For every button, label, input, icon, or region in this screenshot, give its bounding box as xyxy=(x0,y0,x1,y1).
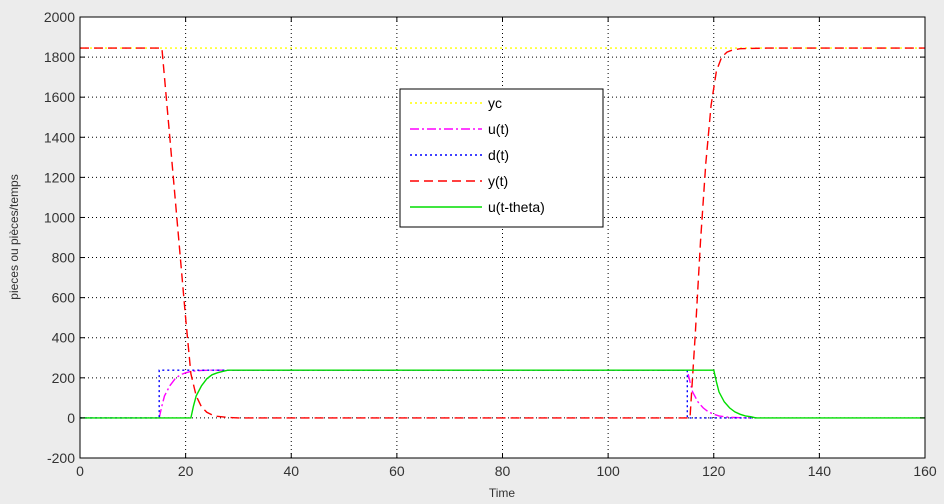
x-tick-label: 0 xyxy=(76,463,84,479)
series-group xyxy=(80,47,925,419)
y-tick-label: -200 xyxy=(47,450,75,466)
x-tick-label: 40 xyxy=(283,463,299,479)
x-tick-label: 160 xyxy=(913,463,937,479)
x-tick-label: 100 xyxy=(596,463,620,479)
legend-label: u(t) xyxy=(488,121,509,137)
tick-group: 0 20 40 60 80 100 120 140 160-200020040060080010… xyxy=(44,9,937,479)
x-tick-label: 20 xyxy=(178,463,194,479)
y-axis-label: pieces ou pièces/temps xyxy=(7,174,21,299)
y-tick-label: 1400 xyxy=(44,129,75,145)
legend-label: y(t) xyxy=(488,173,508,189)
y-tick-label: 0 xyxy=(67,410,75,426)
y-tick-label: 200 xyxy=(52,370,76,386)
series-line-y-t xyxy=(80,47,925,419)
x-tick-label: 140 xyxy=(808,463,832,479)
x-axis-label: Time xyxy=(489,486,516,500)
y-tick-label: 600 xyxy=(52,290,76,306)
y-tick-label: 1000 xyxy=(44,209,75,225)
y-tick-label: 2000 xyxy=(44,9,75,25)
series-line-u-t-theta xyxy=(80,369,925,419)
y-tick-label: 400 xyxy=(52,330,76,346)
x-tick-label: 60 xyxy=(389,463,405,479)
legend-box xyxy=(399,88,604,228)
x-tick-label: 120 xyxy=(702,463,726,479)
y-tick-label: 1600 xyxy=(44,89,75,105)
y-tick-label: 1200 xyxy=(44,169,75,185)
y-tick-label: 1800 xyxy=(44,49,75,65)
legend: yc u(t) d(t) y(t) u(t-theta) xyxy=(399,88,604,228)
grid-lines xyxy=(80,17,925,458)
x-tick-label: 80 xyxy=(495,463,511,479)
legend-label: yc xyxy=(488,95,502,111)
y-tick-label: 800 xyxy=(52,250,76,266)
legend-label: d(t) xyxy=(488,147,509,163)
legend-label: u(t-theta) xyxy=(488,199,545,215)
